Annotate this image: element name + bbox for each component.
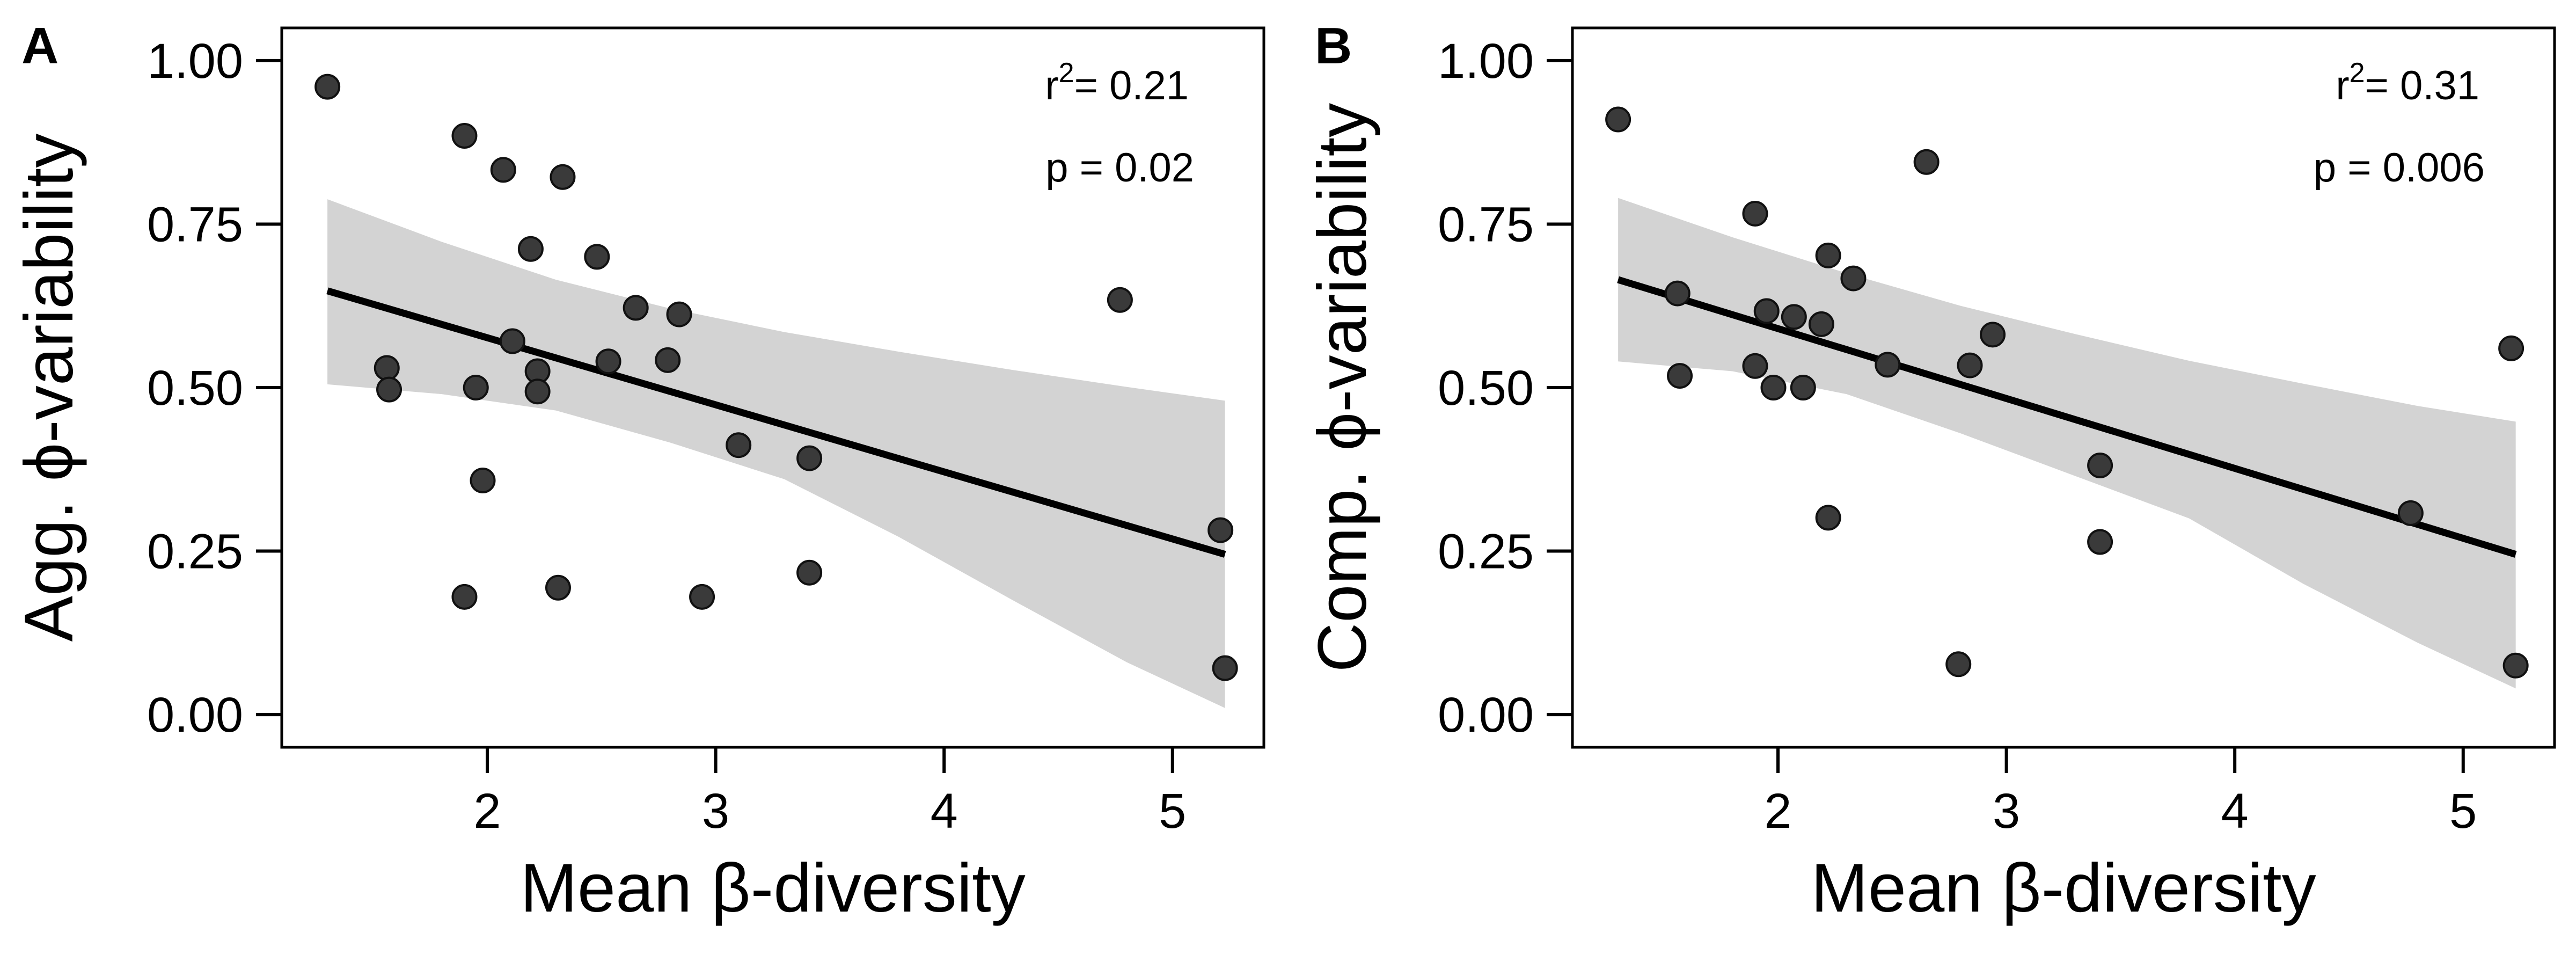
- panel-a-data-point-2: [451, 123, 478, 149]
- panel-a-data-point-13: [374, 355, 400, 381]
- panel-b-y-tick-label-5: 1.00: [1438, 34, 1534, 89]
- panel-a-data-point-10: [499, 328, 525, 354]
- panel-a-data-point-3: [490, 157, 516, 183]
- panel-b-x-tick-label-2: 3: [1993, 784, 2020, 839]
- panel-b-r-squared-value: = 0.31: [2365, 63, 2479, 108]
- panel-b-r-squared-text: r2= 0.31: [2336, 57, 2479, 108]
- panel-b-p-value-text: p = 0.006: [2314, 145, 2485, 191]
- panel-b-data-point-19: [2397, 500, 2424, 526]
- panel-b-x-tick-label-4: 5: [2449, 784, 2477, 839]
- panel-b-data-point-3: [1742, 200, 1768, 227]
- panel-b-data-point-16: [1790, 375, 1816, 400]
- panel-a-data-point-15: [376, 376, 402, 403]
- panel-a-data-point-11: [595, 348, 621, 375]
- panel-a-data-point-24: [451, 584, 478, 610]
- panel-b-confidence-band: [1618, 198, 2516, 689]
- panel-a-y-tick-label-3: 0.50: [147, 361, 243, 416]
- panel-b-y-tick-label-4: 0.75: [1438, 197, 1534, 252]
- panel-a-letter: A: [21, 17, 58, 75]
- panel-b-data-point-2: [1913, 149, 1940, 175]
- panel-b-letter: B: [1315, 17, 1352, 75]
- panel-a-y-tick-label-1: 0.00: [147, 688, 243, 742]
- panel-a-x-tick-label-1: 2: [473, 784, 501, 839]
- panel-a-data-point-21: [1208, 517, 1234, 543]
- panel-b-data-point-6: [1664, 280, 1690, 307]
- panel-a-y-tick-label-2: 0.25: [147, 524, 243, 579]
- panel-a-data-point-1: [314, 74, 341, 100]
- panel-b-data-point-18: [2087, 452, 2113, 478]
- panel-b-y-tick-label-1: 0.00: [1438, 688, 1534, 742]
- panel-b-y-axis-label: Comp. ϕ-variability: [1304, 103, 1381, 672]
- panel-a-data-point-17: [524, 378, 551, 405]
- panel-a-data-point-9: [666, 301, 692, 327]
- panel-b-data-point-20: [1815, 505, 1841, 531]
- panel-b-data-point-8: [1781, 304, 1807, 330]
- panel-a-data-point-6: [584, 244, 610, 270]
- panel-b-data-point-23: [2502, 652, 2529, 679]
- panel-b-data-point-15: [1760, 375, 1787, 400]
- panel-b-data-point-13: [1957, 352, 1983, 378]
- panel-b-y-tick-label-2: 0.25: [1438, 524, 1534, 579]
- panel-a-data-point-5: [517, 236, 544, 262]
- panel-a-r-squared-text: r2= 0.21: [1045, 57, 1189, 108]
- panel-b-regression-line: [1617, 276, 2517, 558]
- panel-b-x-axis-label: Mean β-diversity: [1811, 850, 2316, 927]
- panel-a-data-point-4: [550, 164, 576, 190]
- panel-a-x-tick-label-2: 3: [702, 784, 729, 839]
- panel-a-data-point-23: [545, 574, 571, 601]
- panel-a-regression-line: [326, 287, 1226, 558]
- panel-a-x-axis-label: Mean β-diversity: [520, 850, 1025, 927]
- panel-a-data-point-12: [655, 347, 681, 373]
- panel-b-data-point-12: [1875, 352, 1901, 378]
- panel-b-data-point-10: [1980, 322, 2006, 348]
- panel-a-y-tick-label-4: 0.75: [147, 197, 243, 252]
- panel-a-data-point-16: [463, 375, 489, 400]
- panel-b-x-tick-label-1: 2: [1764, 784, 1791, 839]
- panel-b-data-point-9: [1808, 311, 1834, 337]
- panel-a-data-point-18: [726, 432, 752, 458]
- panel-a-data-point-19: [796, 445, 823, 471]
- panel-b-r-squared-prefix: r: [2336, 63, 2349, 108]
- panel-b-data-point-7: [1753, 298, 1780, 324]
- panel-a-data-point-7: [1107, 287, 1133, 313]
- panel-b-r-squared-superscript: 2: [2350, 57, 2365, 89]
- panel-b-data-point-4: [1815, 242, 1841, 268]
- panel-b-data-point-21: [2087, 529, 2113, 555]
- panel-b-y-tick-label-3: 0.50: [1438, 361, 1534, 416]
- panel-b-data-point-1: [1605, 106, 1631, 133]
- panel-a-x-tick-label-4: 5: [1159, 784, 1186, 839]
- panel-a-y-tick-label-5: 1.00: [147, 34, 243, 89]
- panel-b-data-point-17: [2498, 335, 2524, 361]
- panel-a-r-squared-prefix: r: [1045, 63, 1058, 108]
- panel-a-data-point-20: [470, 467, 496, 493]
- panel-a-p-value-text: p = 0.02: [1045, 145, 1194, 191]
- panel-a-data-point-25: [689, 584, 715, 610]
- panel-b-x-tick-label-3: 4: [2221, 784, 2249, 839]
- panel-a-data-point-8: [623, 295, 649, 321]
- panel-a-y-axis-label: Agg. ϕ-variability: [11, 134, 87, 642]
- panel-b-data-point-14: [1667, 363, 1693, 389]
- panel-a-x-tick-label-3: 4: [931, 784, 958, 839]
- panel-b-data-point-22: [1945, 651, 1972, 677]
- panel-a-data-point-26: [1212, 655, 1238, 681]
- panel-b-data-point-5: [1840, 265, 1867, 292]
- panel-b-data-point-11: [1742, 353, 1768, 379]
- panel-a-confidence-band: [327, 199, 1225, 708]
- panel-a-r-squared-value: = 0.21: [1074, 63, 1189, 108]
- panel-a-data-point-22: [796, 559, 823, 586]
- panel-a-r-squared-superscript: 2: [1059, 57, 1074, 89]
